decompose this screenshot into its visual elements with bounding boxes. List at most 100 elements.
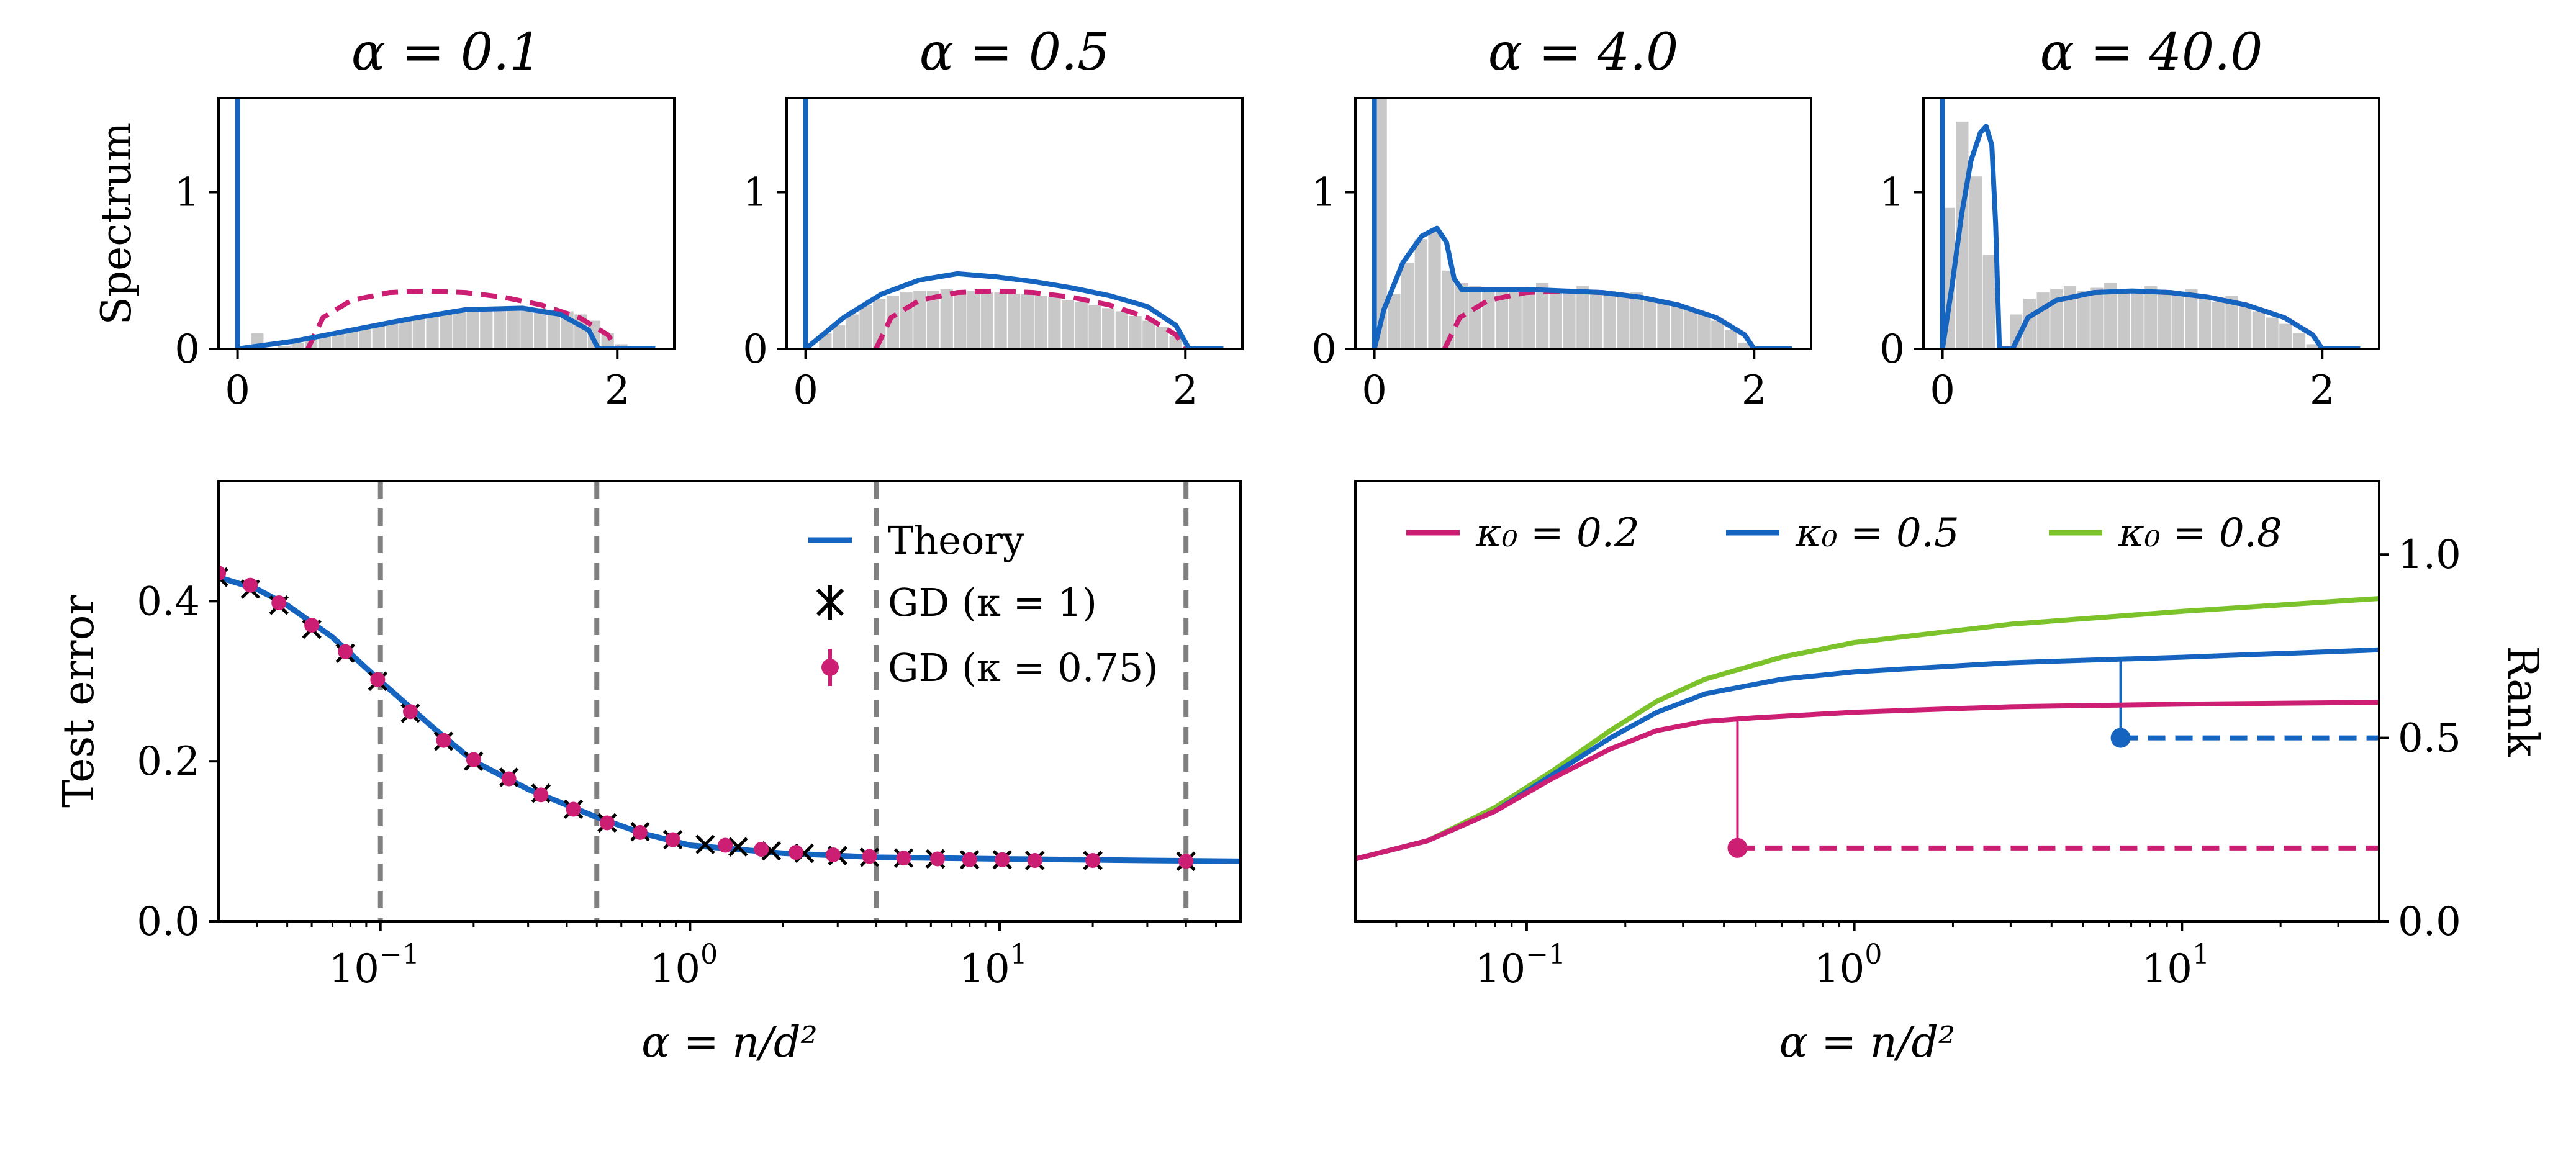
histogram-bar [493, 308, 507, 349]
histogram-bar [291, 342, 304, 349]
histogram-bar [2077, 291, 2090, 349]
histogram-bar [1522, 291, 1535, 349]
histogram-bar [2023, 299, 2036, 349]
x-tick-exponent: 1 [2192, 939, 2210, 970]
histogram-bar [2185, 289, 2198, 349]
histogram-bar [278, 345, 291, 349]
x-tick-label: 2 [2310, 368, 2335, 413]
gd-kappa075-point [825, 847, 841, 863]
histogram-bar [453, 311, 466, 349]
histogram-bar [2063, 286, 2077, 349]
legend: Theory GD (κ = 1) GD (κ = 0.75) [808, 518, 1158, 690]
rank-line-magenta [1355, 700, 2379, 862]
histogram-bar [2306, 344, 2319, 349]
x-tick-label: 0 [1362, 368, 1387, 413]
histogram-bar [1509, 289, 1522, 349]
y-tick-label: 0 [174, 327, 200, 372]
histogram-bar [1021, 294, 1034, 349]
histogram-bar [2117, 292, 2130, 349]
gd-kappa075-point [995, 852, 1010, 867]
gd-kappa075-point [370, 672, 386, 687]
histogram-bar [1563, 292, 1576, 349]
histogram-bar [1048, 297, 1061, 349]
histogram-bar [2266, 317, 2279, 349]
axes-frame [1354, 480, 2380, 923]
histogram-bar [507, 306, 520, 349]
x-tick-exponent: −1 [379, 939, 420, 970]
histogram-bar [1589, 294, 1603, 349]
histogram-bar [1061, 300, 1075, 349]
histogram-bar [2292, 333, 2306, 349]
y-tick-label: 0 [1879, 327, 1905, 372]
y-axis-label: Rank [2498, 646, 2547, 757]
histogram-bar [1956, 121, 1969, 349]
legend-gd-kappa1-label: GD (κ = 1) [888, 580, 1097, 625]
histogram-bar [1684, 308, 1697, 349]
x-tick-label: 0 [793, 368, 818, 413]
histogram-bar [1155, 327, 1169, 349]
y-axis-label: Test error [55, 595, 104, 808]
y-tick-label: 1 [743, 170, 768, 216]
plot-area [1372, 98, 1792, 349]
legend-gd-kappa075-label: GD (κ = 0.75) [888, 645, 1158, 690]
threshold-point [1727, 837, 1748, 858]
legend-dot-swatch [821, 659, 839, 676]
axes-frame [1354, 97, 1812, 350]
y-tick-label: 0.0 [137, 899, 200, 945]
legend-label-blue: κ₀ = 0.5 [1795, 510, 1959, 556]
histogram-bar [954, 291, 967, 349]
histogram-bar [926, 291, 940, 349]
histogram-bar [1671, 305, 1684, 349]
gd-kappa075-point [304, 618, 320, 633]
threshold-point [2110, 728, 2131, 748]
histogram-bar [1374, 98, 1387, 349]
axes-frame [217, 97, 676, 350]
histogram-bar [332, 333, 345, 349]
histogram-bar [345, 330, 358, 349]
legend-label-green: κ₀ = 0.8 [2118, 510, 2282, 556]
histogram-bar [1401, 263, 1414, 349]
histogram-bar [1657, 302, 1670, 349]
histogram-bar [1008, 294, 1021, 349]
histogram-bar [1088, 305, 1101, 349]
histogram-bar [832, 325, 846, 349]
gd-kappa075-point [862, 849, 877, 864]
x-axis-label: α = n/d² [641, 1018, 818, 1067]
x-tick-exponent: 1 [1010, 939, 1028, 970]
gd-kappa075-point [599, 815, 615, 831]
histogram-bar [886, 296, 900, 349]
histogram-bar [1711, 320, 1724, 349]
plot-area [235, 98, 656, 349]
gd-kappa075-point [501, 771, 517, 787]
histogram-bar [1738, 342, 1751, 349]
x-tick-label: 2 [1173, 368, 1198, 413]
gd-kappa075-point [403, 704, 418, 720]
x-tick-label: 101 [2142, 939, 2210, 992]
dashed-density-curve [305, 288, 620, 349]
theory-density-curve [235, 98, 656, 349]
panel-title: α = 4.0 [1488, 23, 1679, 82]
gd-kappa1-marker [728, 837, 748, 857]
histogram-bar [1388, 294, 1401, 349]
x-tick-label: 0 [225, 368, 250, 413]
histogram-bar [1115, 311, 1128, 349]
x-tick-exponent: 0 [1864, 939, 1882, 970]
rank-line-green [1355, 596, 2379, 862]
x-tick-exponent: 0 [700, 939, 718, 970]
spectrum-panel-alpha-0.5: α = 0.5 0 2 0 1 [743, 23, 1244, 413]
legend-label-magenta: κ₀ = 0.2 [1475, 510, 1640, 556]
histogram-bar [2279, 323, 2292, 349]
histogram-bar [480, 308, 493, 349]
y-tick-label: 1 [1311, 170, 1337, 216]
plot-area [1940, 98, 2361, 349]
y-tick-label: 1 [1879, 170, 1905, 216]
y-tick-label: 1 [174, 170, 200, 216]
histogram-bar [412, 317, 425, 349]
histogram-bar [2036, 292, 2050, 349]
histogram-bar [2171, 294, 2184, 349]
histogram-bar [386, 322, 399, 349]
histogram-bar [1468, 286, 1481, 349]
histogram-bar [2252, 311, 2265, 349]
